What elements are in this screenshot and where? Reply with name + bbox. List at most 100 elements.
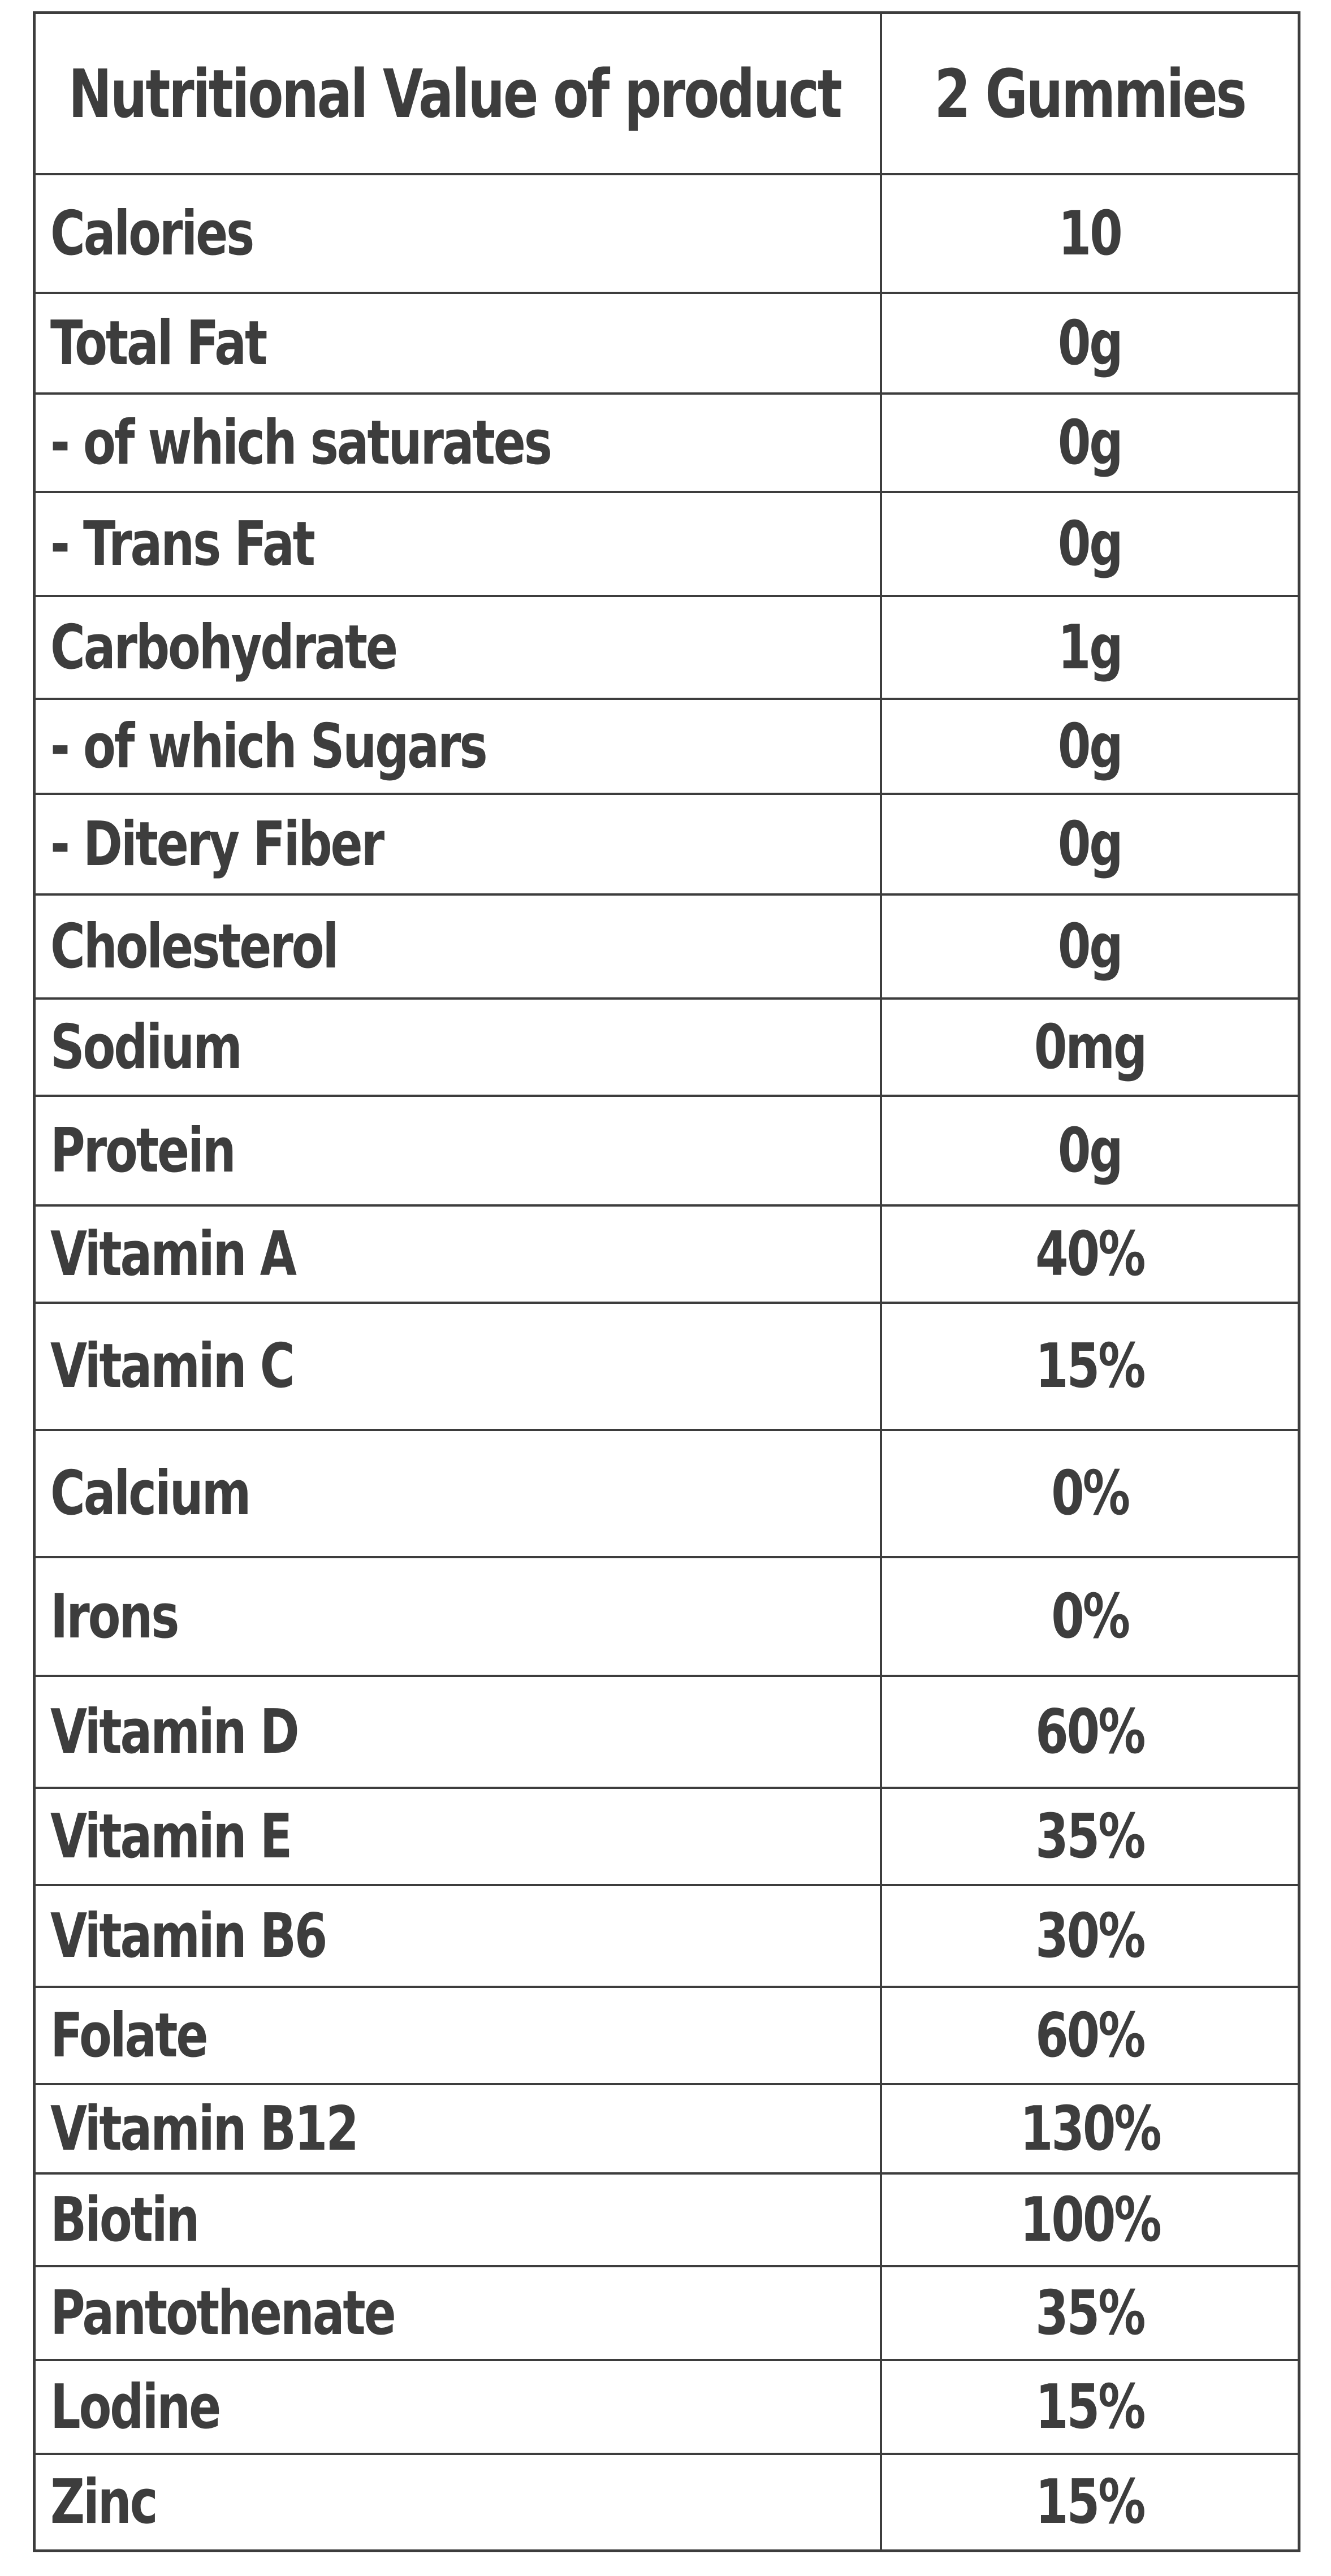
table-row: - Trans Fat 0g	[36, 493, 1298, 597]
row-value-cell: 0mg	[882, 1000, 1298, 1095]
row-label: Cholesterol	[50, 911, 339, 982]
table-row: Biotin 100%	[36, 2175, 1298, 2267]
row-label-cell: Total Fat	[36, 294, 882, 392]
table-row: Zinc 15%	[36, 2455, 1298, 2549]
row-value: 0g	[1058, 911, 1123, 982]
row-value-cell: 0g	[882, 896, 1298, 997]
table-row: Irons 0%	[36, 1558, 1298, 1677]
row-value: 15%	[1035, 1331, 1146, 1402]
row-value-cell: 0g	[882, 294, 1298, 392]
row-value: 35%	[1035, 2277, 1146, 2349]
table-row: Vitamin B12 130%	[36, 2085, 1298, 2175]
row-value: 60%	[1035, 2000, 1146, 2071]
row-value: 60%	[1035, 1696, 1146, 1767]
row-value-cell: 100%	[882, 2175, 1298, 2265]
row-label: Sodium	[50, 1012, 243, 1083]
row-value: 40%	[1035, 1218, 1146, 1290]
row-label: Irons	[50, 1581, 179, 1652]
row-value-cell: 15%	[882, 2455, 1298, 2549]
row-label-cell: Carbohydrate	[36, 597, 882, 698]
row-value: 15%	[1035, 2371, 1146, 2443]
row-label-cell: Zinc	[36, 2455, 882, 2549]
row-value-cell: 10	[882, 175, 1298, 292]
row-value: 10	[1058, 198, 1123, 269]
row-value-cell: 15%	[882, 1304, 1298, 1429]
row-label: Vitamin C	[50, 1331, 295, 1402]
row-label: Calcium	[50, 1458, 251, 1529]
row-value-cell: 0g	[882, 1097, 1298, 1204]
table-row: Vitamin B6 30%	[36, 1886, 1298, 1988]
row-label-cell: Vitamin B12	[36, 2085, 882, 2172]
row-label-cell: Vitamin A	[36, 1207, 882, 1302]
table-row: Pantothenate 35%	[36, 2267, 1298, 2361]
row-value: 0g	[1058, 1115, 1123, 1186]
row-value: 30%	[1035, 1900, 1146, 1972]
row-value: 0g	[1058, 711, 1123, 782]
row-label-cell: Cholesterol	[36, 896, 882, 997]
row-value: 15%	[1035, 2467, 1146, 2538]
row-value-cell: 1g	[882, 597, 1298, 698]
table-row: Folate 60%	[36, 1988, 1298, 2085]
row-value: 0mg	[1034, 1012, 1147, 1083]
row-value-cell: 0%	[882, 1431, 1298, 1556]
row-value-cell: 0%	[882, 1558, 1298, 1675]
row-label-cell: Folate	[36, 1988, 882, 2083]
table-row: Cholesterol 0g	[36, 896, 1298, 1000]
table-row: - of which saturates 0g	[36, 395, 1298, 493]
row-label-cell: - Trans Fat	[36, 493, 882, 595]
row-label: Vitamin D	[50, 1696, 300, 1767]
table-row: Carbohydrate 1g	[36, 597, 1298, 700]
row-label-cell: Calories	[36, 175, 882, 292]
row-value: 0g	[1058, 308, 1123, 379]
row-label-cell: Vitamin B6	[36, 1886, 882, 1986]
table-row: Vitamin D 60%	[36, 1677, 1298, 1789]
row-label-cell: Calcium	[36, 1431, 882, 1556]
row-label-cell: Protein	[36, 1097, 882, 1204]
row-label: Protein	[50, 1115, 236, 1186]
table-header-row: Nutritional Value of product 2 Gummies	[36, 14, 1298, 175]
header-label-cell: Nutritional Value of product	[36, 14, 882, 173]
row-label: Pantothenate	[50, 2277, 396, 2349]
table-row: Calories 10	[36, 175, 1298, 294]
row-value: 0g	[1058, 508, 1123, 580]
row-value-cell: 130%	[882, 2085, 1298, 2172]
row-value-cell: 35%	[882, 2267, 1298, 2359]
row-value: 100%	[1019, 2184, 1162, 2255]
row-value-cell: 0g	[882, 795, 1298, 893]
row-label-cell: Biotin	[36, 2175, 882, 2265]
row-value-cell: 0g	[882, 700, 1298, 793]
row-label-cell: Sodium	[36, 1000, 882, 1095]
row-value-cell: 60%	[882, 1988, 1298, 2083]
row-value: 0g	[1058, 407, 1123, 478]
row-value-cell: 40%	[882, 1207, 1298, 1302]
row-label-cell: Vitamin E	[36, 1789, 882, 1884]
row-label-cell: Pantothenate	[36, 2267, 882, 2359]
row-label: Carbohydrate	[50, 612, 398, 683]
row-value: 0g	[1058, 809, 1123, 880]
row-label: Vitamin A	[50, 1218, 297, 1290]
table-row: - of which Sugars 0g	[36, 700, 1298, 795]
row-value: 1g	[1058, 612, 1123, 683]
nutrition-table: Nutritional Value of product 2 Gummies C…	[33, 11, 1300, 2552]
row-value-cell: 35%	[882, 1789, 1298, 1884]
table-row: Vitamin C 15%	[36, 1304, 1298, 1431]
table-row: Sodium 0mg	[36, 1000, 1298, 1097]
row-label: - of which Sugars	[50, 711, 488, 782]
table-row: Lodine 15%	[36, 2361, 1298, 2455]
row-label: - of which saturates	[50, 407, 552, 478]
table-row: Total Fat 0g	[36, 294, 1298, 395]
table-row: Protein 0g	[36, 1097, 1298, 1207]
row-value-cell: 30%	[882, 1886, 1298, 1986]
row-label: Biotin	[50, 2184, 200, 2255]
header-value: 2 Gummies	[934, 54, 1247, 133]
header-value-cell: 2 Gummies	[882, 14, 1298, 173]
row-value-cell: 0g	[882, 493, 1298, 595]
row-label-cell: Lodine	[36, 2361, 882, 2453]
table-row: Vitamin E 35%	[36, 1789, 1298, 1886]
row-label: Lodine	[50, 2371, 221, 2443]
row-label: Zinc	[50, 2467, 158, 2538]
row-value: 35%	[1035, 1801, 1146, 1872]
row-label-cell: Vitamin C	[36, 1304, 882, 1429]
row-label: Vitamin B12	[50, 2093, 359, 2164]
row-label-cell: - of which Sugars	[36, 700, 882, 793]
